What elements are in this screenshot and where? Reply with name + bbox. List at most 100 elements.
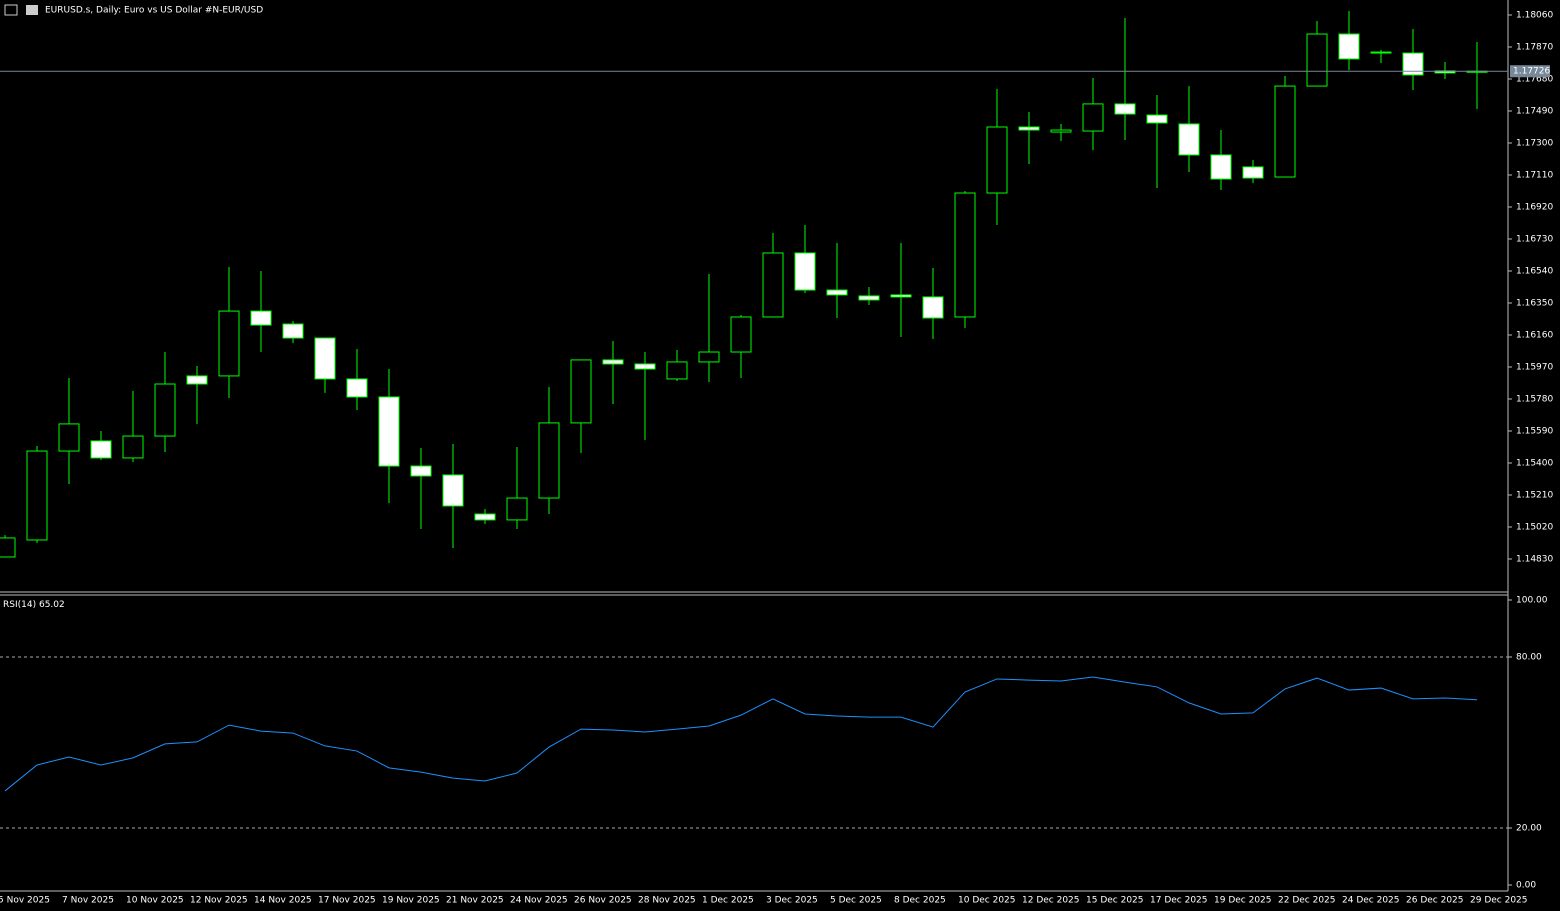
x-tick-label: 17 Nov 2025	[318, 896, 376, 906]
y-tick-label: 1.16160	[1516, 330, 1553, 340]
candle-body	[858, 295, 880, 301]
x-tick-label: 22 Dec 2025	[1278, 896, 1336, 906]
y-tick-label: 1.15400	[1516, 458, 1553, 468]
candle-body	[1370, 51, 1392, 54]
candle-body	[730, 316, 752, 353]
candle-body	[58, 423, 80, 452]
candle-body	[314, 337, 336, 380]
candle-body	[346, 378, 368, 398]
x-tick-label: 12 Nov 2025	[190, 896, 248, 906]
x-tick-label: 5 Dec 2025	[830, 896, 882, 906]
candle-body	[538, 422, 560, 499]
candle-body	[698, 351, 720, 363]
candle-body	[602, 359, 624, 365]
rsi-line	[4, 676, 1478, 792]
candle-body	[986, 126, 1008, 194]
x-tick-label: 15 Dec 2025	[1086, 896, 1144, 906]
x-tick-label: 17 Dec 2025	[1150, 896, 1208, 906]
x-tick-label: 24 Dec 2025	[1342, 896, 1400, 906]
y-tick-label: 1.18060	[1516, 10, 1553, 20]
y-tick-label: 1.17680	[1516, 74, 1553, 84]
indicator-name: RSI(14)	[3, 600, 36, 610]
candle-body	[1306, 33, 1328, 87]
candle-body	[282, 323, 304, 339]
candle-body	[1178, 123, 1200, 156]
y-tick-label: 1.14830	[1516, 554, 1553, 564]
candle-body	[90, 440, 112, 459]
y-tick-label: 1.16350	[1516, 298, 1553, 308]
x-tick-label: 1 Dec 2025	[702, 896, 754, 906]
y-tick-label: 1.16540	[1516, 266, 1553, 276]
y-tick-label: 1.15970	[1516, 362, 1553, 372]
candle-body	[922, 296, 944, 319]
candle-body	[378, 396, 400, 467]
candle-body	[474, 513, 496, 521]
candle-body	[666, 361, 688, 380]
x-tick-label: 14 Nov 2025	[254, 896, 312, 906]
candle-body	[1018, 126, 1040, 131]
menu-icon[interactable]	[4, 4, 18, 16]
x-tick-label: 5 Nov 2025	[0, 896, 50, 906]
candle-body	[26, 450, 48, 541]
candle-body	[442, 474, 464, 507]
candle-body	[570, 359, 592, 424]
candle-body	[122, 435, 144, 459]
candle-body	[954, 192, 976, 318]
x-tick-label: 26 Nov 2025	[574, 896, 632, 906]
candle-body	[826, 289, 848, 296]
candle-body	[154, 383, 176, 437]
x-tick-label: 29 Dec 2025	[1470, 896, 1528, 906]
x-tick-label: 12 Dec 2025	[1022, 896, 1080, 906]
y-tick-label: 1.17870	[1516, 42, 1553, 52]
candle-body	[1050, 129, 1072, 133]
y-tick-label: 20.00	[1516, 824, 1542, 834]
y-tick-label: 80.00	[1516, 653, 1542, 663]
x-tick-label: 26 Dec 2025	[1406, 896, 1464, 906]
candle-body	[1338, 33, 1360, 60]
candle-body	[1114, 103, 1136, 115]
chart-title: EURUSD.s, Daily: Euro vs US Dollar #N-EU…	[45, 6, 263, 16]
candle-body	[250, 310, 272, 326]
chart-icon[interactable]	[26, 5, 38, 15]
x-tick-label: 8 Dec 2025	[894, 896, 946, 906]
y-tick-label: 1.16730	[1516, 234, 1553, 244]
y-tick-label: 1.17110	[1516, 170, 1553, 180]
candle-body	[890, 294, 912, 298]
y-tick-label: 0.00	[1516, 881, 1536, 891]
y-tick-label: 1.17490	[1516, 106, 1553, 116]
candle-body	[506, 497, 528, 521]
x-tick-label: 19 Nov 2025	[382, 896, 440, 906]
x-tick-label: 10 Nov 2025	[126, 896, 184, 906]
candle-body	[1402, 52, 1424, 76]
candle-body	[1242, 166, 1264, 179]
current-price-tag	[1510, 65, 1550, 78]
y-tick-label: 1.15590	[1516, 426, 1553, 436]
indicator-value: 65.02	[39, 600, 65, 610]
candle-body	[0, 537, 16, 558]
candle-body	[634, 363, 656, 370]
candle-body	[1146, 114, 1168, 124]
x-tick-label: 10 Dec 2025	[958, 896, 1016, 906]
candle-body	[410, 465, 432, 477]
x-tick-label: 7 Nov 2025	[62, 896, 114, 906]
x-tick-label: 24 Nov 2025	[510, 896, 568, 906]
y-tick-label: 1.15020	[1516, 522, 1553, 532]
x-tick-label: 3 Dec 2025	[766, 896, 818, 906]
x-tick-label: 21 Nov 2025	[446, 896, 504, 906]
x-tick-label: 28 Nov 2025	[638, 896, 696, 906]
candle-body	[218, 310, 240, 377]
y-tick-label: 100.00	[1516, 596, 1548, 606]
current-price-label: 1.17726	[1513, 67, 1550, 77]
y-tick-label: 1.17300	[1516, 138, 1553, 148]
candle-body	[186, 375, 208, 385]
candle-body	[1210, 154, 1232, 180]
y-tick-label: 1.15210	[1516, 490, 1553, 500]
candle-body	[1274, 85, 1296, 178]
y-tick-label: 1.16920	[1516, 202, 1553, 212]
indicator-label: RSI(14) 65.02	[3, 600, 65, 610]
x-tick-label: 19 Dec 2025	[1214, 896, 1272, 906]
candle-body	[794, 252, 816, 291]
candle-body	[762, 252, 784, 318]
